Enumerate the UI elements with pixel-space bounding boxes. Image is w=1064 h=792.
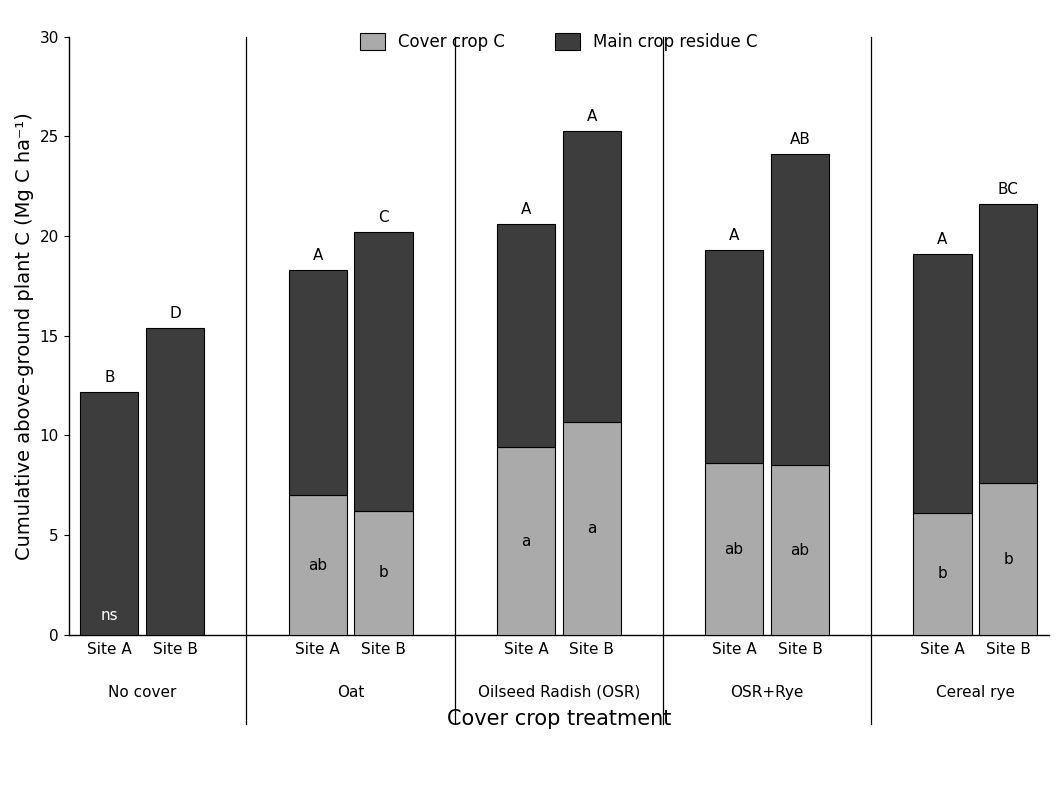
- Bar: [771, 466, 829, 634]
- Bar: [354, 232, 413, 511]
- Text: Cereal rye: Cereal rye: [936, 684, 1015, 699]
- Bar: [497, 224, 555, 447]
- Bar: [979, 483, 1037, 634]
- Text: D: D: [169, 306, 181, 321]
- Text: ab: ab: [791, 543, 810, 558]
- Text: OSR+Rye: OSR+Rye: [730, 684, 803, 699]
- Text: Oat: Oat: [337, 684, 364, 699]
- X-axis label: Cover crop treatment: Cover crop treatment: [447, 710, 671, 729]
- Text: Oilseed Radish (OSR): Oilseed Radish (OSR): [478, 684, 641, 699]
- Text: A: A: [937, 232, 948, 247]
- Text: b: b: [937, 566, 947, 581]
- Bar: [80, 391, 138, 634]
- Text: A: A: [520, 202, 531, 217]
- Bar: [771, 154, 829, 466]
- Bar: [979, 204, 1037, 483]
- Text: a: a: [587, 520, 597, 535]
- Text: A: A: [313, 248, 322, 263]
- Text: No cover: No cover: [109, 684, 177, 699]
- Text: C: C: [378, 210, 388, 225]
- Y-axis label: Cumulative above-ground plant C (Mg C ha⁻¹): Cumulative above-ground plant C (Mg C ha…: [15, 112, 34, 560]
- Bar: [913, 513, 971, 634]
- Bar: [497, 447, 555, 634]
- Bar: [705, 463, 763, 634]
- Bar: [354, 511, 413, 634]
- Bar: [563, 131, 621, 421]
- Text: ab: ab: [309, 558, 328, 573]
- Text: A: A: [586, 109, 597, 124]
- Text: b: b: [379, 565, 388, 581]
- Text: b: b: [1003, 551, 1013, 566]
- Bar: [705, 250, 763, 463]
- Text: B: B: [104, 370, 115, 385]
- Text: ab: ab: [725, 542, 744, 557]
- Legend: Cover crop C, Main crop residue C: Cover crop C, Main crop residue C: [360, 33, 758, 51]
- Bar: [288, 495, 347, 634]
- Text: BC: BC: [998, 182, 1018, 197]
- Bar: [913, 254, 971, 513]
- Bar: [563, 421, 621, 634]
- Text: a: a: [521, 534, 531, 549]
- Bar: [288, 270, 347, 495]
- Text: ns: ns: [101, 607, 118, 623]
- Bar: [146, 328, 204, 634]
- Text: AB: AB: [789, 132, 811, 147]
- Text: A: A: [729, 228, 739, 243]
